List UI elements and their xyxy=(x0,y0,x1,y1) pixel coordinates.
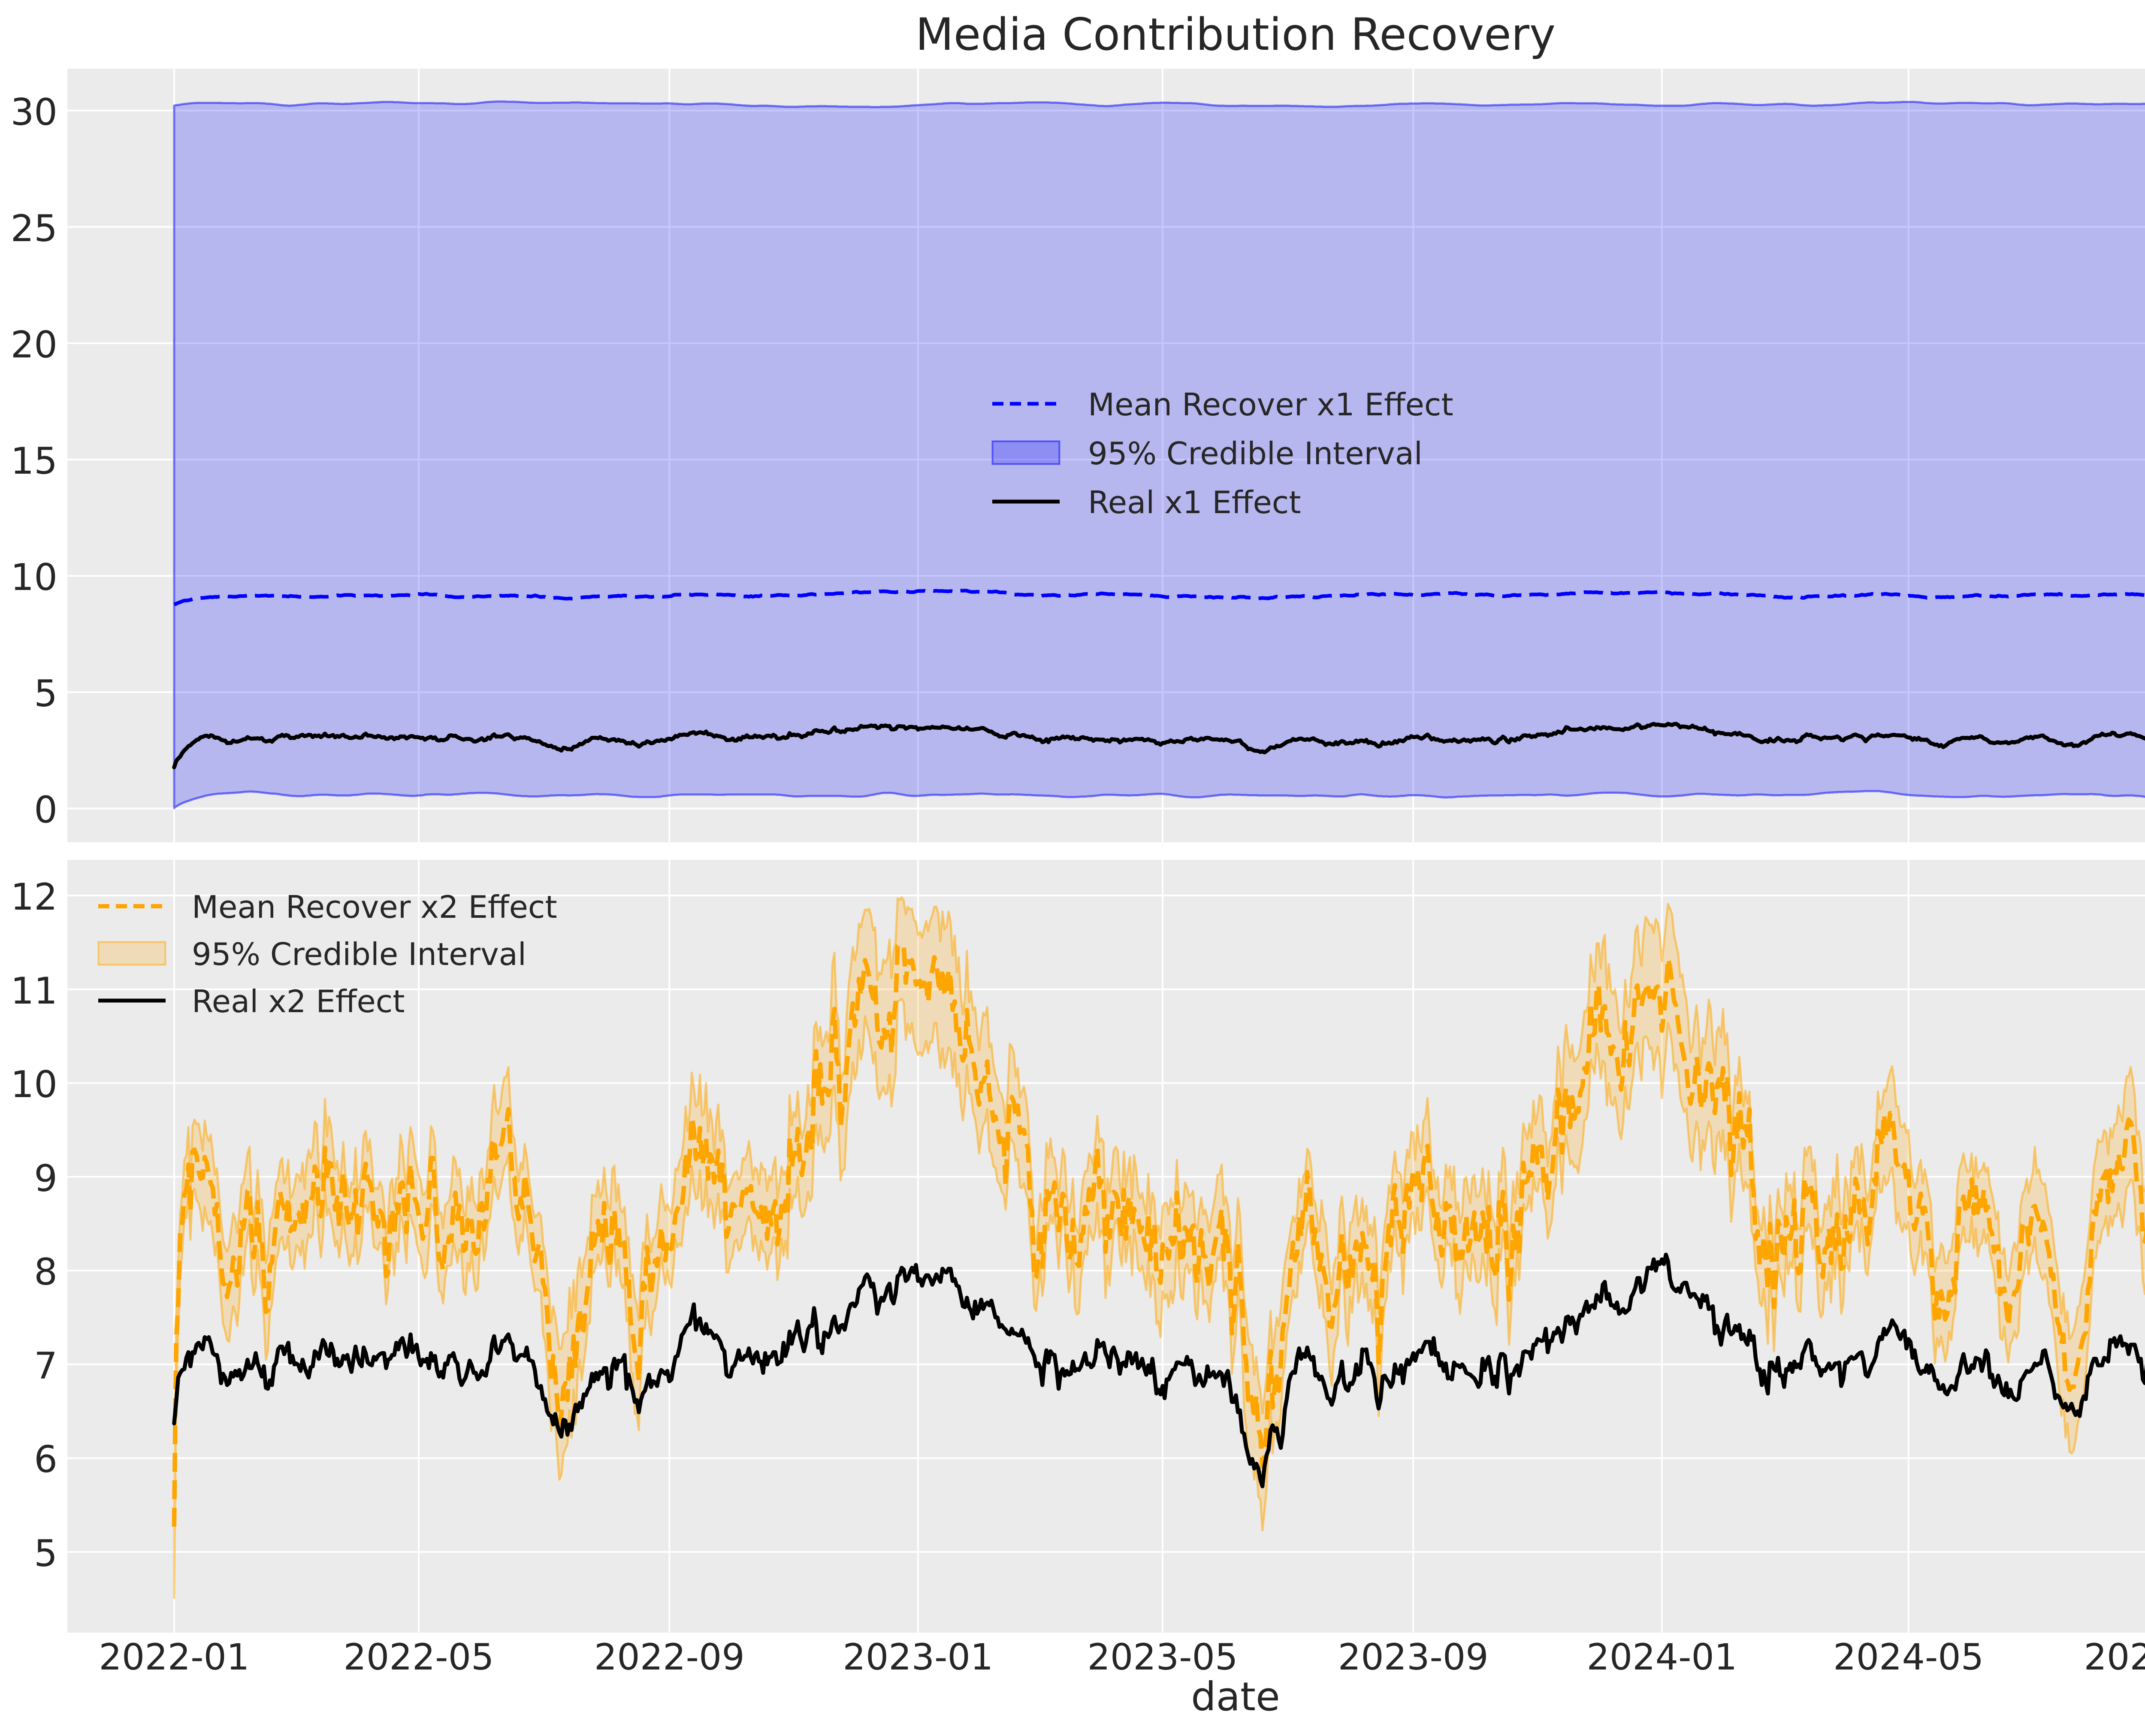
y-tick-label-x1: 20 xyxy=(10,323,57,366)
x-tick-label: 2024-01 xyxy=(1586,1636,1737,1678)
panel-x2 xyxy=(67,860,2145,1633)
y-tick-label-x2: 12 xyxy=(10,876,57,919)
x-axis-label: date xyxy=(1191,1674,1280,1720)
legend-label: Real x2 Effect xyxy=(192,983,405,1019)
line-sample-icon xyxy=(992,499,1060,504)
legend-label: Mean Recover x2 Effect xyxy=(192,889,557,925)
chart-title: Media Contribution Recovery xyxy=(915,9,1556,60)
y-tick-label-x2: 9 xyxy=(34,1157,57,1200)
y-tick-label-x1: 25 xyxy=(10,207,57,250)
real-x1-line xyxy=(172,722,2145,770)
x-tick-label: 2024-05 xyxy=(1833,1636,1984,1678)
y-tick-label-x2: 7 xyxy=(34,1344,57,1388)
axes-background xyxy=(67,69,2145,842)
y-tick-label-x1: 5 xyxy=(34,672,57,716)
mean-recover-x2-line xyxy=(172,943,2145,1527)
dashed-line-sample-icon xyxy=(992,402,1060,406)
legend-patch-sample-x2 xyxy=(97,941,166,966)
credible-interval-band-x2 xyxy=(173,896,2145,1599)
y-tick-label-x2: 5 xyxy=(34,1532,57,1576)
x-tick-label: 2023-09 xyxy=(1338,1636,1489,1678)
legend-patch-sample-x1 xyxy=(991,440,1060,465)
y-tick-label-x1: 30 xyxy=(10,91,57,134)
y-tick-label-x1: 0 xyxy=(34,789,57,832)
panel-x1 xyxy=(67,69,2145,842)
y-tick-label-x2: 8 xyxy=(34,1251,57,1294)
patch-sample-icon xyxy=(991,440,1060,465)
y-tick-label-x1: 10 xyxy=(10,556,57,599)
patch-sample-icon xyxy=(97,941,166,966)
y-tick-label-x2: 10 xyxy=(10,1063,57,1107)
x-tick-label: 2023-01 xyxy=(843,1636,994,1678)
x-tick-label: 2022-09 xyxy=(594,1636,745,1678)
x-tick-label: 2022-05 xyxy=(343,1636,494,1678)
x-tick-label: 2022-01 xyxy=(99,1636,250,1678)
x-tick-label: 2024-09 xyxy=(2084,1636,2145,1678)
y-tick-label-x1: 15 xyxy=(10,439,57,483)
y-tick-label-x2: 6 xyxy=(34,1438,57,1482)
credible-interval-band-x1 xyxy=(173,100,2145,809)
dashed-line-sample-icon xyxy=(98,904,166,908)
line-sample-icon xyxy=(98,998,166,1003)
real-x2-line xyxy=(172,1252,2145,1488)
legend-label: 95% Credible Interval xyxy=(192,936,526,972)
x-tick-label: 2023-05 xyxy=(1087,1636,1238,1678)
legend-label: Mean Recover x1 Effect xyxy=(1088,387,1453,423)
legend-label: Real x1 Effect xyxy=(1088,484,1301,520)
y-tick-label-x2: 11 xyxy=(10,969,57,1013)
mean-recover-x1-line xyxy=(173,589,2145,606)
legend-label: 95% Credible Interval xyxy=(1088,436,1423,472)
